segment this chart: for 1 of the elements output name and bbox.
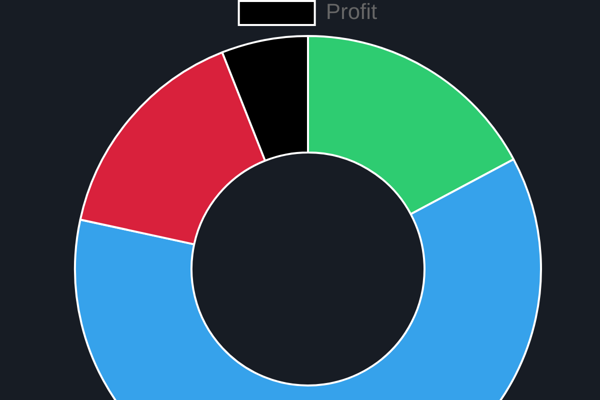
legend-label: Profit bbox=[326, 0, 378, 24]
